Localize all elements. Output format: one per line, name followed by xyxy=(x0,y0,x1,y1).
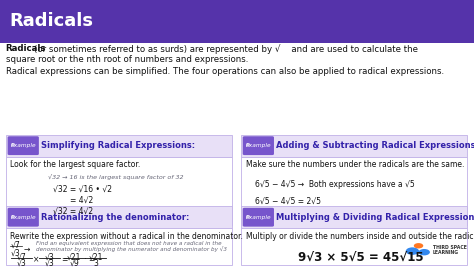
Text: Multiply or divide the numbers inside and outside the radical.: Multiply or divide the numbers inside an… xyxy=(246,232,474,241)
Text: →: → xyxy=(24,244,30,254)
Text: √9: √9 xyxy=(70,259,79,268)
FancyBboxPatch shape xyxy=(6,206,232,228)
Text: √7: √7 xyxy=(17,252,26,262)
Text: √32 = 4√2: √32 = 4√2 xyxy=(53,206,93,215)
FancyBboxPatch shape xyxy=(6,157,232,225)
Text: ✏: ✏ xyxy=(246,215,250,220)
Text: √32 = √16 • √2: √32 = √16 • √2 xyxy=(53,185,112,194)
Text: =: = xyxy=(88,255,94,264)
Text: Find an equivalent expression that does not have a radical in the: Find an equivalent expression that does … xyxy=(36,241,222,246)
FancyBboxPatch shape xyxy=(243,136,274,155)
Text: 6√5 − 4√5 = 2√5: 6√5 − 4√5 = 2√5 xyxy=(255,196,321,206)
FancyBboxPatch shape xyxy=(241,135,467,157)
FancyBboxPatch shape xyxy=(6,228,232,265)
Text: 9√3 × 5√5 = 45√15: 9√3 × 5√5 = 45√15 xyxy=(298,250,423,263)
Text: √3: √3 xyxy=(45,259,54,268)
Text: LEARNING: LEARNING xyxy=(433,250,459,255)
Text: (or sometimes referred to as surds) are represented by √    and are used to calc: (or sometimes referred to as surds) are … xyxy=(34,44,418,54)
Circle shape xyxy=(414,243,423,248)
Text: denominator by multiplying the numerator and denominator by √3: denominator by multiplying the numerator… xyxy=(36,246,228,252)
Text: √3: √3 xyxy=(10,249,20,258)
FancyBboxPatch shape xyxy=(241,206,467,228)
Text: Multiplying & Dividing Radical Expressions:: Multiplying & Dividing Radical Expressio… xyxy=(276,213,474,222)
Text: Example: Example xyxy=(246,215,271,220)
Circle shape xyxy=(419,249,430,255)
Text: √3: √3 xyxy=(45,252,54,262)
Text: ✏: ✏ xyxy=(246,143,250,148)
Text: Adding & Subtracting Radical Expressions:: Adding & Subtracting Radical Expressions… xyxy=(276,141,474,150)
Text: ✏: ✏ xyxy=(10,143,15,148)
FancyBboxPatch shape xyxy=(0,0,474,43)
Text: √21: √21 xyxy=(89,252,103,262)
Text: ×: × xyxy=(33,255,39,264)
Text: Example: Example xyxy=(246,143,271,148)
Text: square root or the nth root of numbers and expressions.: square root or the nth root of numbers a… xyxy=(6,55,248,64)
Text: Example: Example xyxy=(10,215,36,220)
Text: Look for the largest square factor.: Look for the largest square factor. xyxy=(10,160,141,169)
Text: ✏: ✏ xyxy=(10,215,15,220)
FancyBboxPatch shape xyxy=(243,208,274,227)
Text: THIRD SPACE: THIRD SPACE xyxy=(433,245,466,250)
Text: √21: √21 xyxy=(67,252,82,262)
Text: √7: √7 xyxy=(10,241,20,250)
FancyBboxPatch shape xyxy=(241,157,467,225)
Circle shape xyxy=(406,247,419,255)
Text: Radical expressions can be simplified. The four operations can also be applied t: Radical expressions can be simplified. T… xyxy=(6,67,444,76)
FancyBboxPatch shape xyxy=(8,208,39,227)
Text: √32 → 16 is the largest square factor of 32: √32 → 16 is the largest square factor of… xyxy=(48,174,184,180)
Text: 6√5 − 4√5 →  Both expressions have a √5: 6√5 − 4√5 → Both expressions have a √5 xyxy=(255,180,415,189)
FancyBboxPatch shape xyxy=(6,135,232,157)
Text: Simplifying Radical Expressions:: Simplifying Radical Expressions: xyxy=(41,141,195,150)
Text: = 4√2: = 4√2 xyxy=(70,196,93,205)
FancyBboxPatch shape xyxy=(8,136,39,155)
Text: Example: Example xyxy=(10,143,36,148)
Text: Make sure the numbers under the radicals are the same.: Make sure the numbers under the radicals… xyxy=(246,160,464,169)
FancyBboxPatch shape xyxy=(241,228,467,265)
Text: Radicals: Radicals xyxy=(9,12,93,29)
Text: √3: √3 xyxy=(17,259,26,268)
Text: Rationalizing the denominator:: Rationalizing the denominator: xyxy=(41,213,190,222)
Text: =: = xyxy=(61,255,67,264)
Text: Rewrite the expression without a radical in the denominator.: Rewrite the expression without a radical… xyxy=(10,232,243,241)
Text: 3: 3 xyxy=(93,259,98,268)
Text: Radicals: Radicals xyxy=(6,44,46,53)
